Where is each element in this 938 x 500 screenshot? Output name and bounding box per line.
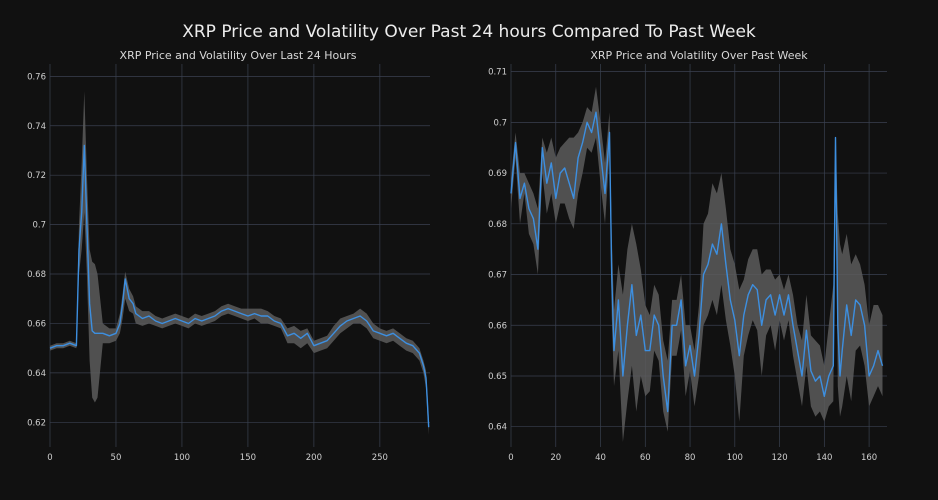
chart-24h-x-tick-label: 50 xyxy=(111,453,122,463)
chart-24h: XRP Price and Volatility Over Last 24 Ho… xyxy=(27,49,430,463)
chart-week: XRP Price and Volatility Over Past Week … xyxy=(488,49,887,463)
chart-week-volatility-band xyxy=(511,86,883,442)
chart-week-x-tick-label: 100 xyxy=(727,453,743,463)
chart-24h-x-tick-label: 0 xyxy=(47,453,52,463)
chart-24h-y-tick-label: 0.7 xyxy=(32,221,46,231)
chart-24h-x-tick-label: 200 xyxy=(306,453,322,463)
chart-week-title: XRP Price and Volatility Over Past Week xyxy=(590,49,808,62)
chart-week-price-line xyxy=(510,111,884,413)
chart-24h-title: XRP Price and Volatility Over Last 24 Ho… xyxy=(120,49,357,62)
chart-week-y-tick-label: 0.64 xyxy=(488,423,507,433)
chart-24h-x-tick-label: 100 xyxy=(174,453,190,463)
chart-week-x-tick-label: 60 xyxy=(640,453,651,463)
chart-24h-y-tick-label: 0.68 xyxy=(27,270,46,280)
chart-week-y-tick-label: 0.71 xyxy=(488,68,507,78)
chart-week-y-tick-label: 0.69 xyxy=(488,169,507,179)
chart-week-y-tick-label: 0.68 xyxy=(488,220,507,230)
chart-24h-x-tick-label: 150 xyxy=(240,453,256,463)
chart-24h-y-tick-label: 0.64 xyxy=(27,369,46,379)
chart-week-x-tick-label: 0 xyxy=(508,453,513,463)
chart-week-y-tick-label: 0.67 xyxy=(488,271,507,281)
chart-week-y-tick-label: 0.65 xyxy=(488,372,507,382)
chart-24h-y-tick-label: 0.72 xyxy=(27,171,46,181)
chart-24h-y-tick-label: 0.66 xyxy=(27,319,46,329)
chart-24h-y-tick-label: 0.62 xyxy=(27,418,46,428)
chart-24h-price-line xyxy=(49,144,430,428)
chart-24h-x-tick-label: 250 xyxy=(372,453,388,463)
chart-24h-y-tick-label: 0.76 xyxy=(27,72,46,82)
chart-week-x-tick-label: 80 xyxy=(685,453,696,463)
chart-week-y-tick-label: 0.7 xyxy=(493,118,507,128)
chart-week-x-tick-label: 20 xyxy=(550,453,561,463)
chart-week-x-tick-label: 120 xyxy=(771,453,787,463)
chart-week-x-tick-label: 40 xyxy=(595,453,606,463)
chart-24h-y-tick-label: 0.74 xyxy=(27,122,46,132)
chart-week-x-tick-label: 140 xyxy=(816,453,832,463)
figure-title: XRP Price and Volatility Over Past 24 ho… xyxy=(182,22,756,42)
chart-week-x-tick-label: 160 xyxy=(861,453,877,463)
chart-week-y-tick-label: 0.66 xyxy=(488,321,507,331)
